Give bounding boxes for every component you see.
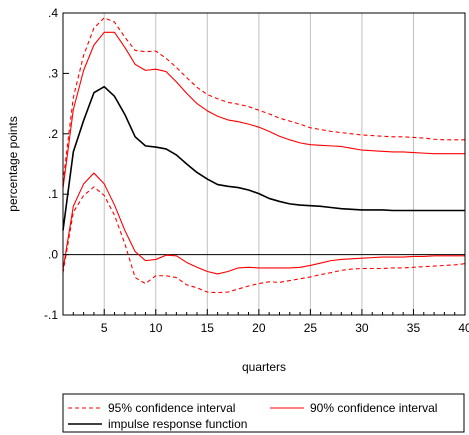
y-tick-label-1: .0 <box>48 248 58 262</box>
series-ci90-lower <box>62 172 465 275</box>
legend-label-ci90: 90% confidence interval <box>310 401 437 415</box>
x-tick-label-40: 40 <box>458 321 469 335</box>
y-axis-title: percentage points <box>6 116 20 211</box>
y-axis-ticks: -.1 .0 .1 .2 .3 .4 <box>44 6 69 322</box>
x-axis-title: quarters <box>242 360 286 374</box>
x-tick-label-25: 25 <box>304 321 318 335</box>
x-tick-label-15: 15 <box>201 321 215 335</box>
legend: 95% confidence interval 90% confidence i… <box>62 393 465 433</box>
series-ci90-upper <box>62 31 465 189</box>
y-tick-label-5: .4 <box>48 6 58 20</box>
series-lines <box>62 17 466 294</box>
series-ci95-lower <box>62 186 466 294</box>
series-irf <box>62 85 465 231</box>
plot-frame <box>62 12 466 316</box>
x-tick-label-5: 5 <box>101 321 108 335</box>
x-tick-label-35: 35 <box>407 321 421 335</box>
x-tick-label-10: 10 <box>149 321 163 335</box>
y-tick-label-0: -.1 <box>44 308 58 322</box>
series-ci95-upper <box>62 17 465 183</box>
y-tick-label-4: .3 <box>48 66 58 80</box>
grid-lines <box>103 13 466 315</box>
x-axis-ticks: 5 10 15 20 25 30 35 40 <box>62 309 469 335</box>
y-tick-label-2: .1 <box>48 187 58 201</box>
legend-box <box>62 393 465 433</box>
y-tick-label-3: .2 <box>48 127 58 141</box>
x-tick-label-30: 30 <box>355 321 369 335</box>
legend-label-ci95: 95% confidence interval <box>108 401 235 415</box>
legend-label-irf: impulse response function <box>108 417 247 431</box>
x-tick-label-20: 20 <box>252 321 266 335</box>
